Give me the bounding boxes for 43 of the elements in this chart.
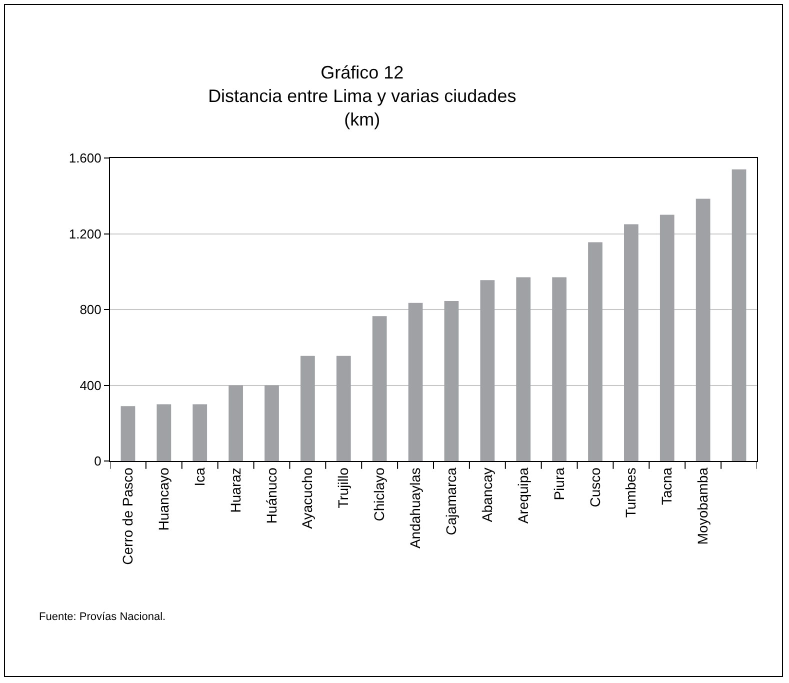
bar <box>228 385 243 461</box>
chart-subtitle: Distancia entre Lima y varias ciudades (km) <box>208 86 516 130</box>
x-tick-label: Andahuaylas <box>407 468 424 549</box>
y-tick-label: 0 <box>94 454 102 469</box>
bar <box>192 404 208 461</box>
x-tick-label: Cerro de Pasco <box>120 467 136 565</box>
bar <box>156 404 172 461</box>
x-tick-label: Tacna <box>658 467 675 505</box>
x-tick-label: Cajamarca <box>443 467 460 536</box>
bar <box>624 224 638 461</box>
x-tick-label: Tumbes <box>622 468 639 518</box>
y-tick-label: 800 <box>80 302 102 318</box>
bar <box>264 385 279 461</box>
x-tick-label: Cusco <box>586 467 603 508</box>
bar <box>696 198 710 461</box>
bar <box>336 356 351 461</box>
x-tick-label: Chiclayo <box>371 467 388 522</box>
bar <box>588 242 602 461</box>
x-tick-label: Piura <box>550 467 567 500</box>
y-tick-label: 1.600 <box>68 150 102 166</box>
chart-title: Gráfico 12 <box>320 62 404 83</box>
x-tick-label: Ayacucho <box>299 467 316 529</box>
y-tick-label: 1.200 <box>68 226 102 242</box>
bar <box>372 316 387 461</box>
bar <box>660 214 674 461</box>
bar <box>444 300 459 461</box>
bar <box>480 280 495 461</box>
source-note: Fuente: Provías Nacional. <box>39 611 166 623</box>
x-tick-label: Abancay <box>478 468 495 522</box>
y-tick-label: 400 <box>80 378 102 393</box>
x-tick-label: Ica <box>191 467 208 486</box>
x-tick-label: Huánuco <box>263 467 280 524</box>
x-tick-label: Trujillo <box>335 467 352 508</box>
x-tick-label: Moyobamba <box>694 467 711 545</box>
bar <box>516 277 531 461</box>
bar <box>408 302 423 461</box>
bar <box>552 277 566 461</box>
x-tick-label: Huaraz <box>227 468 244 513</box>
bar <box>300 356 315 461</box>
x-tick-label: Arequipa <box>514 467 531 524</box>
bar <box>120 406 136 461</box>
x-tick-label: Huancayo <box>155 467 172 531</box>
bar <box>732 169 746 461</box>
